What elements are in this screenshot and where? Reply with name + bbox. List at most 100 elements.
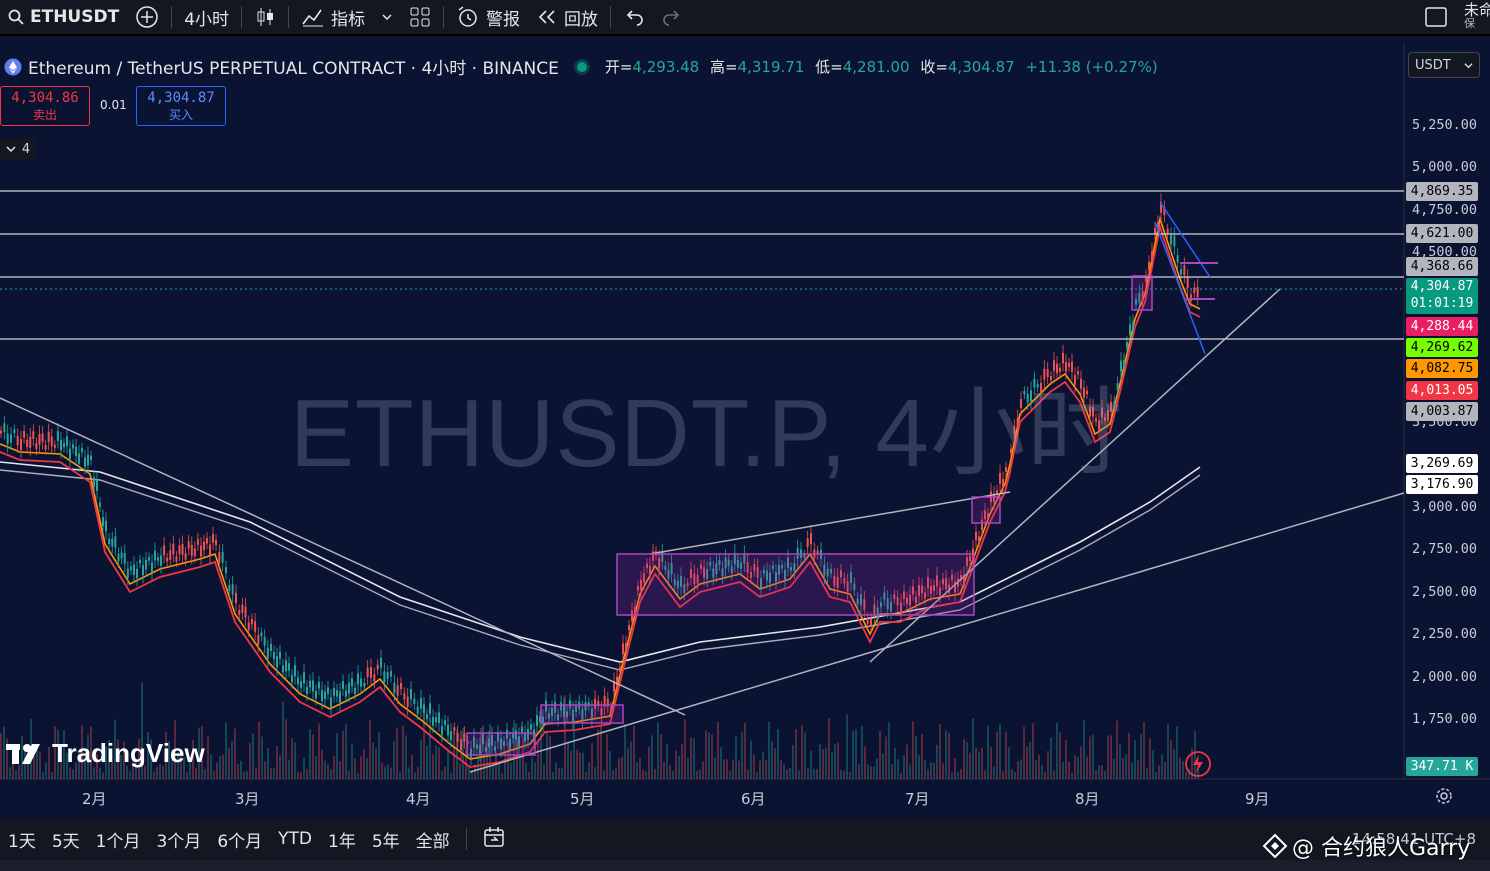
volume-bar [330, 769, 332, 779]
volume-bar [189, 758, 191, 779]
candle-body [66, 436, 68, 446]
volume-bar [702, 761, 704, 779]
time-axis-label: 6月 [741, 790, 766, 808]
replay-label: 回放 [564, 9, 599, 30]
volume-bar [975, 747, 977, 779]
symbol-search[interactable]: ETHUSDT [0, 0, 127, 34]
compare-button[interactable] [127, 0, 167, 34]
price-level-label: 4,621.00 [1406, 224, 1478, 243]
volume-bar [1014, 772, 1016, 779]
candle-body [72, 444, 74, 449]
price-chart[interactable] [0, 42, 1490, 813]
volume-bar [762, 751, 764, 779]
candle-body [1071, 361, 1073, 372]
range-button[interactable]: 6个月 [217, 831, 263, 852]
volume-bar [576, 749, 578, 779]
range-button[interactable]: 1个月 [95, 831, 141, 852]
volume-bar [243, 771, 245, 779]
replay-button[interactable]: 回放 [528, 0, 606, 34]
range-button[interactable]: 1天 [8, 831, 36, 852]
volume-bar [966, 742, 968, 779]
volume-bar [111, 761, 113, 779]
volume-bar [534, 762, 536, 779]
buy-button[interactable]: 4,304.87 买入 [136, 86, 226, 126]
volume-bar [171, 749, 173, 779]
volume-bar [579, 752, 581, 779]
candle-body [1098, 420, 1100, 431]
layout-name[interactable]: 未命 保 [1456, 0, 1490, 34]
ohlc-values: 开=4,293.48 高=4,319.71 低=4,281.00 收=4,304… [605, 56, 1164, 77]
candle-body [44, 444, 47, 450]
range-button[interactable]: YTD [278, 829, 312, 849]
candle-body [108, 538, 111, 544]
brand-name: TradingView [52, 738, 205, 768]
range-button[interactable]: 1年 [328, 831, 356, 852]
candle-body [883, 592, 886, 600]
open-value: 4,293.48 [632, 58, 700, 76]
lightning-button[interactable] [1184, 750, 1212, 782]
candle-body [978, 536, 980, 542]
volume-bar [450, 772, 452, 779]
volume-bar [834, 744, 836, 779]
timezone-label[interactable]: 14:58:41 UTC+8 [1352, 830, 1476, 848]
candle-body [133, 564, 135, 575]
volume-bar [801, 725, 803, 779]
candle-body [948, 584, 950, 593]
volume-bar [363, 749, 365, 779]
range-button[interactable]: 5天 [51, 831, 80, 852]
candle-body [473, 736, 475, 748]
volume-bar [1113, 758, 1115, 779]
volume-bar [723, 759, 725, 779]
candle-body [600, 707, 603, 716]
candle-body [250, 618, 253, 625]
candle-body [306, 686, 308, 695]
candle-body [190, 544, 193, 556]
indicators-toggle[interactable]: 4 [0, 138, 36, 160]
volume-bar [627, 747, 629, 779]
range-button[interactable]: 5年 [371, 831, 400, 852]
indicators-dropdown[interactable] [373, 0, 401, 34]
volume-bar [699, 769, 701, 779]
volume-bar [831, 752, 833, 779]
chart-type-button[interactable] [246, 0, 284, 34]
volume-bar [555, 762, 557, 779]
candle-body [1154, 227, 1156, 235]
volume-bar [1020, 759, 1022, 779]
undo-button[interactable] [615, 0, 653, 34]
range-button[interactable]: 全部 [415, 831, 450, 852]
candle-body [1101, 407, 1103, 418]
search-icon [8, 9, 24, 25]
volume-bar [564, 695, 566, 779]
candle-body [257, 634, 260, 645]
volume-bar [696, 771, 698, 779]
candle-body [20, 439, 22, 451]
candle-body [1148, 262, 1150, 271]
chart-area[interactable] [0, 42, 1490, 813]
candle-body [453, 727, 456, 731]
candle-body [963, 574, 965, 586]
fullscreen-button[interactable] [1416, 0, 1456, 34]
volume-bar [810, 750, 812, 779]
volume-bar [48, 746, 50, 779]
sell-button[interactable]: 4,304.86 卖出 [0, 86, 90, 126]
layouts-button[interactable] [401, 0, 439, 34]
candle-body [539, 716, 541, 722]
time-axis-label: 8月 [1075, 790, 1100, 808]
range-button[interactable]: 3个月 [156, 831, 202, 852]
redo-button[interactable] [653, 0, 691, 34]
currency-select[interactable]: USDT [1408, 52, 1480, 78]
candle-body [763, 569, 765, 574]
volume-bar [156, 766, 158, 779]
indicators-button[interactable]: 指标 [293, 0, 373, 34]
goto-date-button[interactable] [475, 826, 515, 853]
candle-body [244, 606, 247, 618]
alerts-button[interactable]: 警报 [448, 0, 528, 34]
chart-settings-button[interactable] [1434, 786, 1454, 810]
volume-bar [408, 767, 410, 779]
interval-button[interactable]: 4小时 [184, 9, 230, 30]
candle-body [581, 709, 584, 721]
candle-body [806, 538, 809, 548]
candle-body [3, 423, 6, 433]
volume-bar [1104, 771, 1106, 779]
volume-bar [789, 767, 791, 779]
